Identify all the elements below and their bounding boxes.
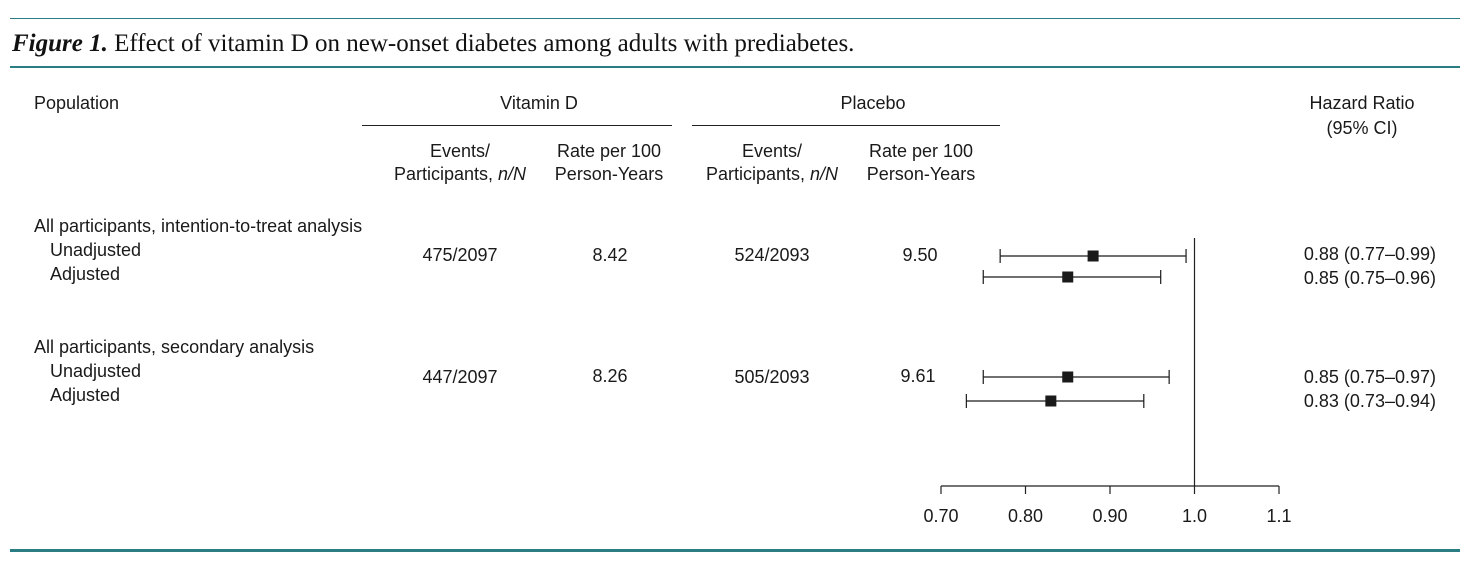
events-line2: Participants, (393, 164, 499, 184)
x-tick-label: 0.70 (923, 506, 958, 526)
events-line1: Events/ (741, 141, 803, 161)
group-2-name: All participants, secondary analysis (34, 337, 315, 357)
rate-line2: Person-Years (554, 164, 664, 184)
x-tick-label: 1.0 (1182, 506, 1207, 526)
events-line1: Events/ (429, 141, 491, 161)
group-2-row-unadjusted-label: Unadjusted (50, 361, 142, 381)
group-2-adjusted-hr: 0.83 (0.73–0.94) (1303, 391, 1436, 411)
hr-point-marker (1087, 250, 1099, 262)
figure-title-text: Effect of vitamin D on new-onset diabete… (114, 30, 855, 57)
group-1-placebo-rate: 9.50 (902, 245, 938, 265)
placebo-rule (692, 125, 1000, 126)
placebo-rate-header: Rate per 100 Person-Years (858, 140, 984, 186)
figure-title: Figure 1. Effect of vitamin D on new-ons… (12, 30, 854, 58)
group-2-placebo-events: 505/2093 (734, 367, 810, 387)
group-1-vitd-rate: 8.42 (592, 245, 628, 265)
group-1-unadjusted-hr: 0.88 (0.77–0.99) (1303, 244, 1436, 264)
group-2-unadjusted-hr: 0.85 (0.75–0.97) (1303, 367, 1436, 387)
rate-line1: Rate per 100 (868, 141, 974, 161)
events-nN: n/N (810, 164, 839, 184)
hr-point-marker (1062, 271, 1074, 283)
group-1-row-unadjusted-label: Unadjusted (50, 240, 142, 260)
group-2-vitd-events: 447/2097 (422, 367, 498, 387)
x-tick-label: 0.90 (1092, 506, 1127, 526)
ci-header: (95% CI) (1326, 118, 1398, 138)
events-line2: Participants, (705, 164, 811, 184)
title-rule (10, 66, 1460, 68)
placebo-header: Placebo (840, 93, 906, 113)
x-tick-label: 0.80 (1008, 506, 1043, 526)
bottom-rule (10, 549, 1460, 552)
hr-point-marker (1062, 371, 1074, 383)
group-2-vitd-rate: 8.26 (592, 366, 628, 386)
group-2-row-adjusted-label: Adjusted (50, 385, 121, 405)
top-rule (10, 18, 1460, 19)
vitd-rate-header: Rate per 100 Person-Years (546, 140, 672, 186)
group-1-adjusted-hr: 0.85 (0.75–0.96) (1303, 268, 1436, 288)
group-1-name: All participants, intention-to-treat ana… (34, 216, 363, 236)
group-1-row-adjusted-label: Adjusted (50, 264, 121, 284)
population-header: Population (34, 93, 120, 113)
vitd-events-header: Events/ Participants, n/N (372, 140, 548, 186)
figure-label: Figure 1. (12, 30, 108, 57)
rate-line1: Rate per 100 (556, 141, 662, 161)
group-1-vitd-events: 475/2097 (422, 245, 498, 265)
group-1-placebo-events: 524/2093 (734, 245, 810, 265)
placebo-events-header: Events/ Participants, n/N (684, 140, 860, 186)
events-nN: n/N (498, 164, 527, 184)
rate-line2: Person-Years (866, 164, 976, 184)
vitamin-d-header: Vitamin D (500, 93, 578, 113)
group-2-placebo-rate: 9.61 (900, 366, 936, 386)
vitamin-d-rule (362, 125, 672, 126)
x-tick-label: 1.1 (1266, 506, 1291, 526)
hazard-ratio-header: Hazard Ratio (1309, 93, 1415, 113)
hr-point-marker (1045, 395, 1057, 407)
